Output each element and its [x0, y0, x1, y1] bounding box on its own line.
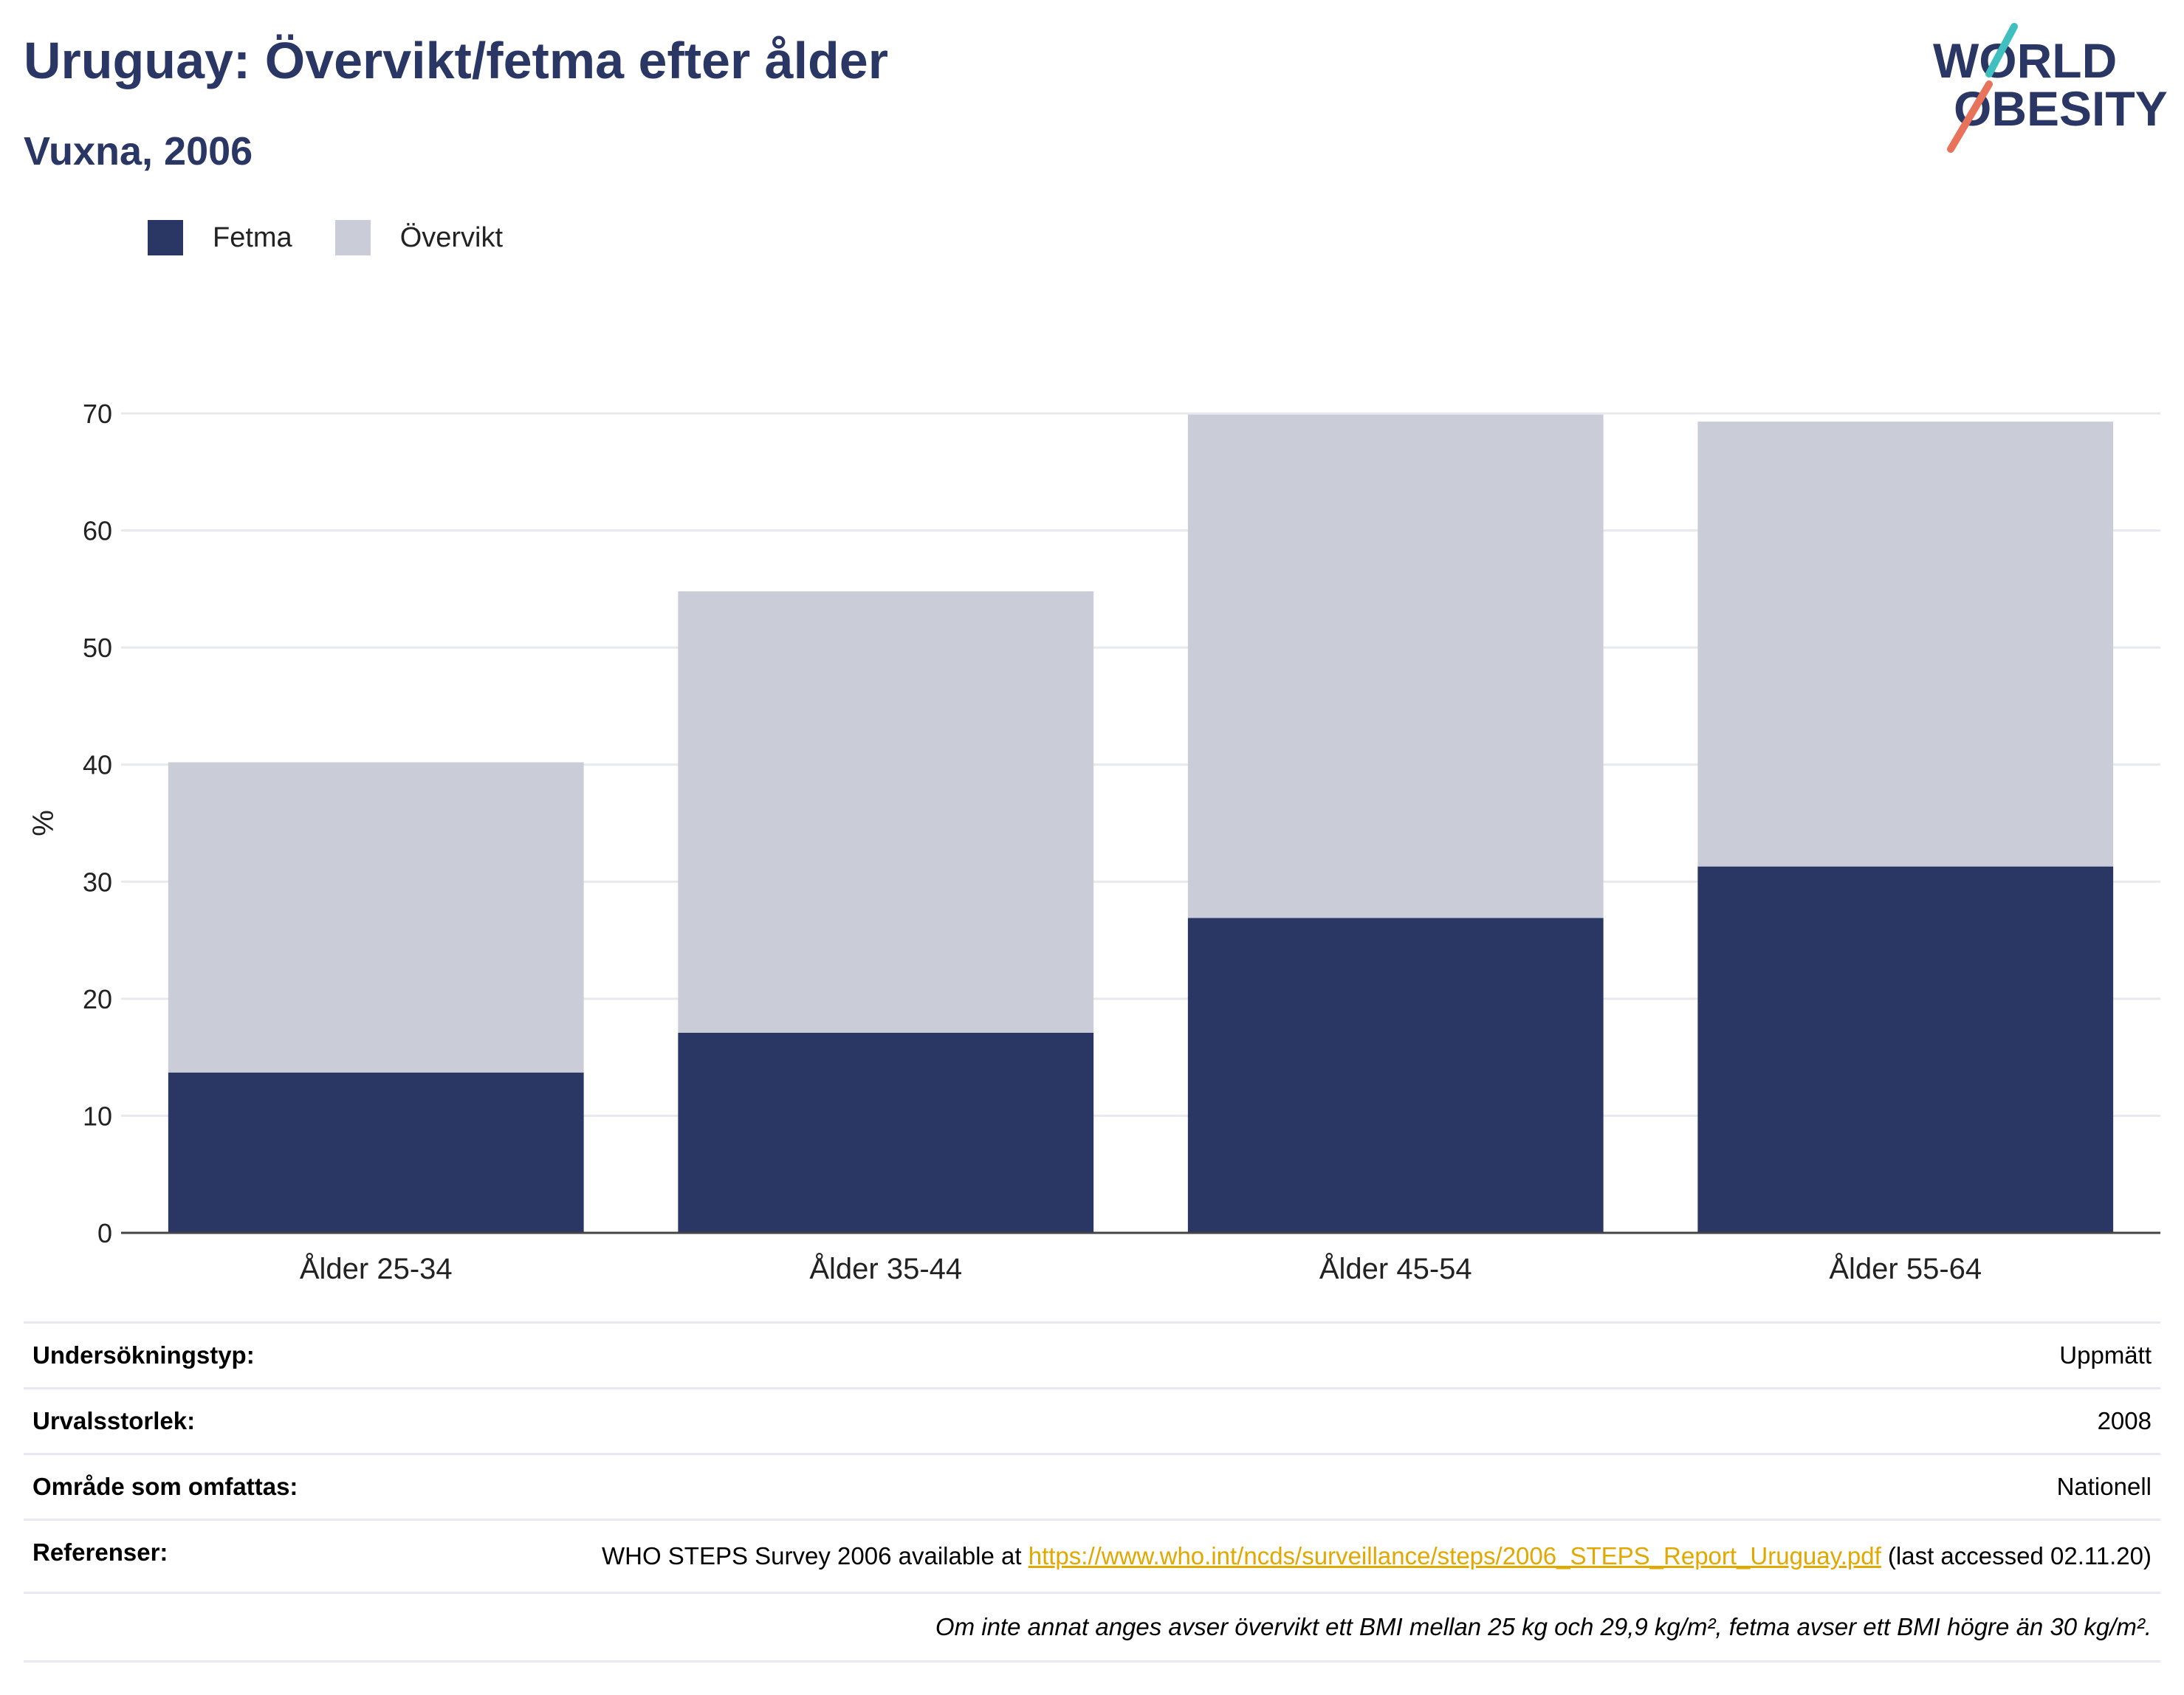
- chart-legend: Fetma Övervikt: [148, 220, 546, 255]
- x-tick-label: Ålder 55-64: [1829, 1252, 1982, 1285]
- footnote: Om inte annat anges avser övervikt ett B…: [24, 1591, 2160, 1663]
- y-tick-label: 40: [83, 750, 112, 780]
- info-row-coverage: Område som omfattas: Nationell: [24, 1453, 2160, 1519]
- x-tick-label: Ålder 25-34: [300, 1252, 453, 1285]
- bar-fetma: [678, 1032, 1094, 1233]
- references-prefix: WHO STEPS Survey 2006 available at: [601, 1542, 1029, 1569]
- info-value: Nationell: [2056, 1473, 2152, 1500]
- x-tick-label: Ålder 35-44: [809, 1252, 962, 1285]
- logo-text-world: WORLD: [1933, 33, 2117, 88]
- world-obesity-logo: WORLD OBESITY: [1933, 23, 2168, 153]
- logo-slash-teal: [1985, 23, 2018, 78]
- y-axis-label: %: [27, 810, 60, 836]
- references-link[interactable]: https://www.who.int/ncds/surveillance/st…: [1028, 1542, 1881, 1569]
- y-tick-label: 70: [83, 399, 112, 429]
- info-value: 2008: [2097, 1407, 2152, 1434]
- bar-overvikt: [1187, 414, 1604, 918]
- info-row-references: Referenser: WHO STEPS Survey 2006 availa…: [24, 1519, 2160, 1592]
- bar-overvikt: [1697, 422, 2114, 867]
- x-tick-label: Ålder 45-54: [1319, 1252, 1472, 1285]
- y-tick-label: 30: [83, 867, 112, 897]
- info-table: Undersökningstyp: Uppmätt Urvalsstorlek:…: [24, 1321, 2160, 1663]
- references-text: WHO STEPS Survey 2006 available at https…: [602, 1538, 2152, 1574]
- y-tick-label: 0: [97, 1218, 112, 1248]
- legend-swatch-fetma: [148, 220, 183, 255]
- y-tick-label: 50: [83, 633, 112, 663]
- page-subtitle: Vuxna, 2006: [24, 129, 253, 173]
- info-row-sample-size: Urvalsstorlek: 2008: [24, 1387, 2160, 1453]
- bar-fetma: [1187, 918, 1604, 1233]
- bar-fetma: [168, 1072, 584, 1233]
- page-title: Uruguay: Övervikt/fetma efter ålder: [24, 32, 888, 89]
- references-suffix: (last accessed 02.11.20): [1881, 1542, 2152, 1569]
- info-row-survey-type: Undersökningstyp: Uppmätt: [24, 1321, 2160, 1387]
- bar-fetma: [1697, 866, 2114, 1233]
- info-value: Uppmätt: [2059, 1341, 2152, 1369]
- legend-swatch-overvikt: [334, 220, 371, 255]
- y-tick-label: 20: [83, 984, 112, 1014]
- logo-slash-red: [1947, 80, 1993, 153]
- stacked-bar-chart: 0 10 20 30 40 50 60 70% Ålder 25-34 Ålder 35-44 Ål…: [27, 399, 2160, 1285]
- info-label: Referenser:: [32, 1538, 168, 1566]
- info-label: Område som omfattas:: [32, 1473, 298, 1500]
- legend-label-overvikt: Övervikt: [399, 221, 504, 253]
- legend-item-fetma[interactable]: Fetma: [148, 220, 292, 255]
- info-label: Undersökningstyp:: [32, 1341, 255, 1369]
- legend-item-overvikt[interactable]: Övervikt: [334, 220, 504, 255]
- legend-label-fetma: Fetma: [213, 221, 292, 253]
- info-label: Urvalsstorlek:: [32, 1407, 196, 1434]
- y-tick-label: 60: [83, 516, 112, 546]
- bar-overvikt: [168, 762, 584, 1073]
- y-tick-label: 10: [83, 1101, 112, 1131]
- bar-overvikt: [678, 591, 1094, 1033]
